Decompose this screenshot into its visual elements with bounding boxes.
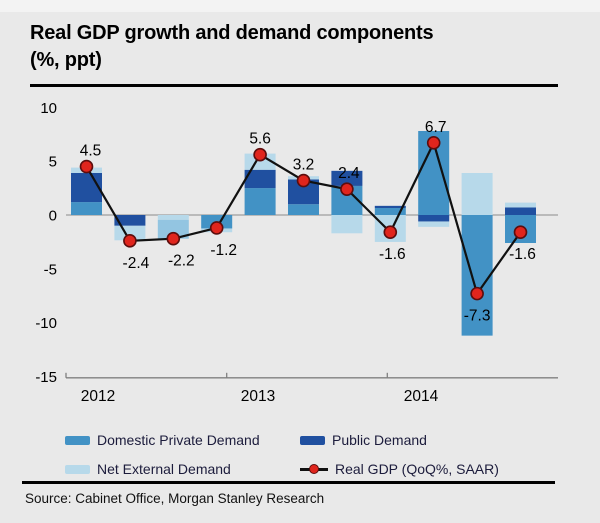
bar-segment-pd [331,170,363,186]
y-tick-label: 5 [49,154,57,171]
legend-item-pd: Public Demand [300,432,555,448]
gdp-point [253,147,267,162]
source-text: Source: Cabinet Office, Morgan Stanley R… [25,491,325,506]
gdp-value-label: -1.6 [379,246,406,263]
legend-line-marker [300,463,328,475]
gdp-point [340,182,354,196]
chart-canvas: 10 5 0 -5 -10 -15 2012 2013 2014 4.5 -2.4 -2.2 -1.2 5… [35,100,558,405]
title-line-1: Real GDP growth and demand components [30,22,434,44]
bar-segment-dpd [71,202,102,215]
gdp-point [426,136,441,150]
bar-segment-pd [244,169,276,189]
bar-segment-dpd [461,215,493,336]
legend-label: Domestic Private Demand [97,432,260,448]
gdp-point [166,231,181,246]
legend-item-ned: Net External Demand [65,461,300,477]
gdp-value-label: -7.3 [464,308,491,325]
bar-segment-pd [505,207,536,215]
bar-segment-dpd [244,188,276,215]
bar-segment-pd [114,215,146,226]
bar-segment-ned [331,215,363,234]
gdp-value-label: 6.7 [425,119,447,136]
gdp-point [296,173,311,188]
bar-segment-ned [157,215,189,220]
gdp-point [470,286,484,301]
bar-segment-dpd [374,207,406,215]
gdp-point [79,159,94,174]
gdp-value-label: 4.5 [80,143,102,160]
gdp-point [383,225,398,240]
chart-legend: Domestic Private Demand Public Demand Net … [65,432,565,477]
bar-segment-dpd [157,219,189,239]
bar-segment-pd [374,205,406,208]
gdp-point [209,221,224,235]
legend-label: Public Demand [332,432,427,448]
legend-swatch-dpd [65,435,90,445]
gdp-value-label: -1.2 [210,242,237,259]
year-label: 2012 [81,388,115,405]
y-tick-label: -5 [44,261,57,278]
bar-segment-pd [71,172,102,203]
gdp-point [513,225,528,240]
legend-item-gdp: Real GDP (QoQ%, SAAR) [300,461,555,477]
y-tick-label: 10 [40,100,57,117]
y-tick-label: -15 [35,369,57,386]
legend-marker-dot [309,464,319,474]
y-tick-label: -10 [35,315,57,332]
legend-swatch-ned [65,464,90,474]
gdp-value-label: -1.6 [509,246,536,263]
gdp-value-label: 5.6 [249,131,271,148]
gdp-point [123,234,137,248]
gdp-value-label: 3.2 [293,157,315,174]
year-label: 2013 [241,388,275,405]
legend-item-dpd: Domestic Private Demand [65,432,300,448]
legend-swatch-pd [300,435,325,445]
year-label: 2014 [404,388,439,405]
top-strip [0,0,600,12]
y-tick-label: 0 [49,208,57,225]
bar-segment-ned [418,221,450,227]
gdp-value-label: -2.4 [123,255,150,272]
bar-segment-ned [461,172,493,215]
bottom-separator [22,481,555,484]
bar-segment-dpd [288,204,319,215]
page-title: Real GDP growth and demand components (%… [30,20,570,74]
title-line-2: (%, ppt) [30,49,102,71]
title-underline [30,84,558,87]
gdp-value-label: 2.4 [338,165,360,182]
legend-label: Net External Demand [97,461,231,477]
bar-segment-ned [505,202,536,208]
legend-label: Real GDP (QoQ%, SAAR) [335,461,499,477]
gdp-value-label: -2.2 [168,253,195,270]
bar-segment-pd [418,215,450,222]
